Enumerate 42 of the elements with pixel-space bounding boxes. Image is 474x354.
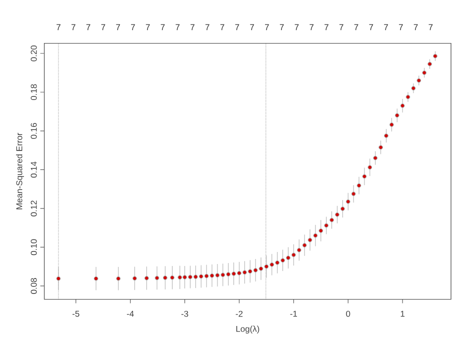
text: 7: [398, 24, 403, 30]
text: 7: [56, 24, 60, 30]
text: 7: [294, 24, 299, 30]
y-tick-label: 0.18: [30, 84, 37, 100]
text: 7: [324, 24, 328, 30]
text: 7: [101, 24, 106, 30]
x-axis-title: Log(λ): [236, 326, 260, 334]
y-tick-label: 0.10: [30, 239, 37, 256]
text: 7: [116, 24, 120, 30]
x-tick-label: -5: [72, 310, 80, 317]
text: 7: [354, 24, 358, 30]
x-tick-label: -2: [236, 310, 243, 317]
text: 7: [86, 24, 90, 30]
text: 7: [414, 24, 418, 30]
x-tick-label: -1: [290, 310, 298, 317]
text: 7: [250, 24, 254, 30]
text: 7: [339, 24, 344, 30]
y-tick-label: 0.12: [30, 200, 37, 216]
text: 7: [146, 24, 150, 30]
text: 7: [310, 24, 314, 30]
text: 7: [384, 24, 388, 30]
text: 7: [265, 24, 269, 30]
text: 7: [190, 24, 194, 30]
y-tick-label: 0.14: [30, 162, 37, 178]
y-axis-title: Mean-Squared Error: [16, 132, 24, 210]
text: 7: [72, 24, 76, 30]
text: 7: [176, 24, 180, 30]
text: 7: [428, 24, 433, 30]
x-tick-label: 1: [400, 310, 404, 317]
text: 7: [220, 24, 224, 30]
y-tick-label: 0.08: [30, 278, 37, 294]
text: 7: [235, 24, 240, 30]
x-tick-label: -3: [181, 310, 188, 317]
x-tick-label: 0: [346, 310, 350, 317]
y-tick-label: 0.20: [30, 45, 37, 62]
y-tick-label: 0.16: [30, 123, 37, 139]
text: 7: [160, 24, 165, 30]
text: 7: [280, 24, 284, 30]
text: 7: [131, 24, 135, 30]
x-tick-label: -4: [126, 310, 134, 317]
text: 7: [369, 24, 374, 30]
text: 7: [205, 24, 210, 30]
